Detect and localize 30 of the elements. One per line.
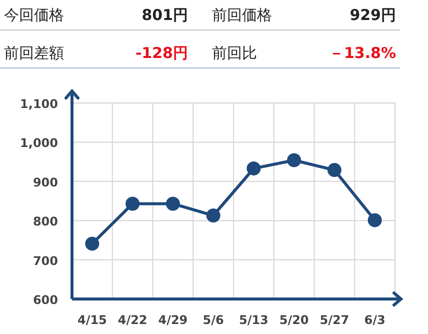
x-tick-label: 5/27 [320,313,350,327]
text: 前回価格 [212,6,272,24]
point [206,208,220,223]
point [126,196,140,211]
point [287,153,302,168]
x-tick-label: 4/29 [158,313,188,327]
x-tick-label: 5/6 [202,313,224,327]
text: 前回差額 [4,44,64,62]
point [166,196,180,211]
y-tick-label: 900 [32,175,58,190]
x-tick-label: 4/15 [77,313,107,327]
point [85,236,100,251]
y-tick-label: 1,100 [20,97,58,111]
y-tick-label: 700 [32,254,58,268]
x-tick-label: 4/22 [118,313,148,327]
text: 今回価格 [4,6,64,24]
text: －13.8% [328,44,396,62]
x-tick-label: 5/13 [238,313,268,327]
point [246,161,261,176]
text: 前回比 [212,44,257,62]
y-tick-label: 600 [32,293,58,307]
point [327,163,342,178]
text: -128円 [135,44,188,62]
x-tick-label: 6/3 [364,313,386,327]
text: 929円 [350,6,396,24]
x-tick-label: 5/20 [279,313,309,327]
y-tick-label: 1,000 [20,136,58,150]
y-tick-label: 800 [32,214,58,229]
point [368,213,382,228]
text: 801円 [142,6,188,24]
